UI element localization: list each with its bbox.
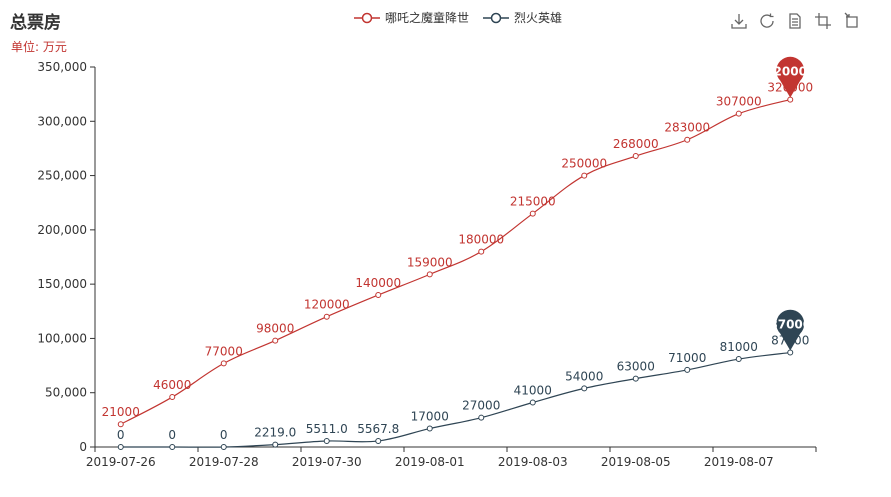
series-1: 21000 46000 77000 98000 120000 140000 159000 18… bbox=[102, 56, 813, 428]
data-label: 307000 bbox=[716, 95, 762, 109]
data-point[interactable] bbox=[529, 210, 536, 217]
data-label: 17000 bbox=[411, 410, 449, 424]
legend-item-series-2[interactable]: 烈火英雄 bbox=[483, 9, 562, 26]
x-tick-label: 2019-07-26 bbox=[86, 455, 156, 469]
data-label: 120000 bbox=[304, 298, 350, 312]
chart-title: 总票房 bbox=[10, 13, 61, 33]
data-label: 54000 bbox=[565, 369, 603, 383]
series-line bbox=[120, 351, 791, 448]
data-label: 63000 bbox=[617, 360, 655, 374]
legend-symbol-series-2 bbox=[483, 12, 510, 23]
legend-label-series-1: 哪吒之魔童降世 bbox=[385, 11, 470, 25]
y-tick-label: 150,000 bbox=[37, 277, 87, 291]
data-view-icon[interactable] bbox=[786, 12, 804, 30]
x-tick-label: 2019-08-03 bbox=[498, 455, 568, 469]
data-point[interactable] bbox=[478, 248, 485, 255]
x-tick-label: 2019-08-05 bbox=[601, 455, 671, 469]
data-point[interactable] bbox=[684, 366, 691, 373]
data-label: 215000 bbox=[510, 195, 556, 209]
data-point[interactable] bbox=[581, 172, 588, 179]
data-point[interactable] bbox=[529, 399, 536, 406]
data-point[interactable] bbox=[220, 444, 227, 450]
max-pin-marker: 87000 bbox=[769, 309, 811, 351]
x-tick-label: 2019-07-28 bbox=[189, 455, 259, 469]
data-label: 250000 bbox=[561, 157, 607, 171]
data-point[interactable] bbox=[323, 438, 330, 445]
max-pin-shape bbox=[776, 56, 805, 98]
x-tick-label: 2019-08-01 bbox=[395, 455, 465, 469]
data-label: 180000 bbox=[458, 233, 504, 247]
data-point[interactable] bbox=[323, 313, 330, 320]
max-pin-label: 2000 bbox=[774, 65, 807, 79]
data-point[interactable] bbox=[581, 385, 588, 392]
data-point[interactable] bbox=[117, 444, 124, 450]
data-label: 41000 bbox=[514, 383, 552, 397]
data-point[interactable] bbox=[632, 153, 639, 160]
data-label: 81000 bbox=[720, 340, 758, 354]
data-label: 283000 bbox=[664, 121, 710, 135]
data-point[interactable] bbox=[272, 337, 279, 344]
series-2: 0 0 0 2219.0 5511.0 5567.8 17000 27000 41000 5400… bbox=[117, 309, 811, 450]
data-point[interactable] bbox=[632, 375, 639, 382]
series-line bbox=[120, 98, 791, 425]
y-tick-label: 50,000 bbox=[45, 386, 87, 400]
data-label: 0 bbox=[168, 428, 176, 442]
legend-label-series-2: 烈火英雄 bbox=[514, 11, 563, 25]
data-point[interactable] bbox=[169, 444, 176, 450]
data-label: 98000 bbox=[256, 322, 294, 336]
data-point[interactable] bbox=[787, 96, 794, 103]
y-tick-label: 200,000 bbox=[37, 223, 87, 237]
chart-subtitle: 单位: 万元 bbox=[11, 40, 67, 54]
toolbox bbox=[730, 12, 870, 30]
download-icon[interactable] bbox=[730, 12, 748, 30]
x-tick-label: 2019-07-30 bbox=[292, 455, 362, 469]
data-point[interactable] bbox=[684, 136, 691, 143]
data-label: 5567.8 bbox=[357, 422, 399, 436]
data-point[interactable] bbox=[375, 437, 382, 444]
data-point[interactable] bbox=[787, 349, 794, 356]
max-pin-label: 87000 bbox=[769, 318, 811, 332]
data-label: 71000 bbox=[668, 351, 706, 365]
refresh-icon[interactable] bbox=[758, 12, 776, 30]
x-tick-label: 2019-08-07 bbox=[704, 455, 774, 469]
data-label: 46000 bbox=[153, 378, 191, 392]
y-tick-label: 250,000 bbox=[37, 169, 87, 183]
y-tick-label: 300,000 bbox=[37, 114, 87, 128]
data-point[interactable] bbox=[169, 394, 176, 401]
data-point[interactable] bbox=[735, 356, 742, 363]
data-label: 2219.0 bbox=[254, 426, 296, 440]
data-label: 140000 bbox=[355, 276, 401, 290]
data-label: 77000 bbox=[205, 344, 243, 358]
data-point[interactable] bbox=[478, 414, 485, 421]
y-tick-label: 100,000 bbox=[37, 331, 87, 345]
zoom-reset-icon[interactable] bbox=[842, 12, 860, 30]
data-point[interactable] bbox=[375, 292, 382, 298]
data-point[interactable] bbox=[272, 441, 279, 448]
max-pin-shape bbox=[776, 309, 805, 351]
data-label: 0 bbox=[220, 428, 228, 442]
y-tick-label: 0 bbox=[79, 440, 87, 454]
data-point[interactable] bbox=[117, 421, 124, 428]
data-label: 0 bbox=[117, 428, 125, 442]
y-tick-label: 350,000 bbox=[37, 60, 87, 74]
data-point[interactable] bbox=[735, 110, 742, 117]
data-point[interactable] bbox=[426, 271, 433, 278]
zoom-icon[interactable] bbox=[814, 12, 832, 30]
legend-symbol-series-1 bbox=[354, 12, 380, 23]
data-point[interactable] bbox=[220, 360, 227, 367]
data-label: 27000 bbox=[462, 399, 500, 413]
legend-item-series-1[interactable]: 哪吒之魔童降世 bbox=[354, 9, 469, 26]
max-pin-marker: 2000 bbox=[774, 56, 807, 98]
data-label: 5511.0 bbox=[306, 422, 348, 436]
legend: 哪吒之魔童降世 烈火英雄 bbox=[354, 9, 576, 26]
data-label: 159000 bbox=[407, 255, 453, 269]
data-label: 268000 bbox=[613, 137, 659, 151]
data-point[interactable] bbox=[426, 425, 433, 432]
data-label: 21000 bbox=[102, 405, 140, 419]
